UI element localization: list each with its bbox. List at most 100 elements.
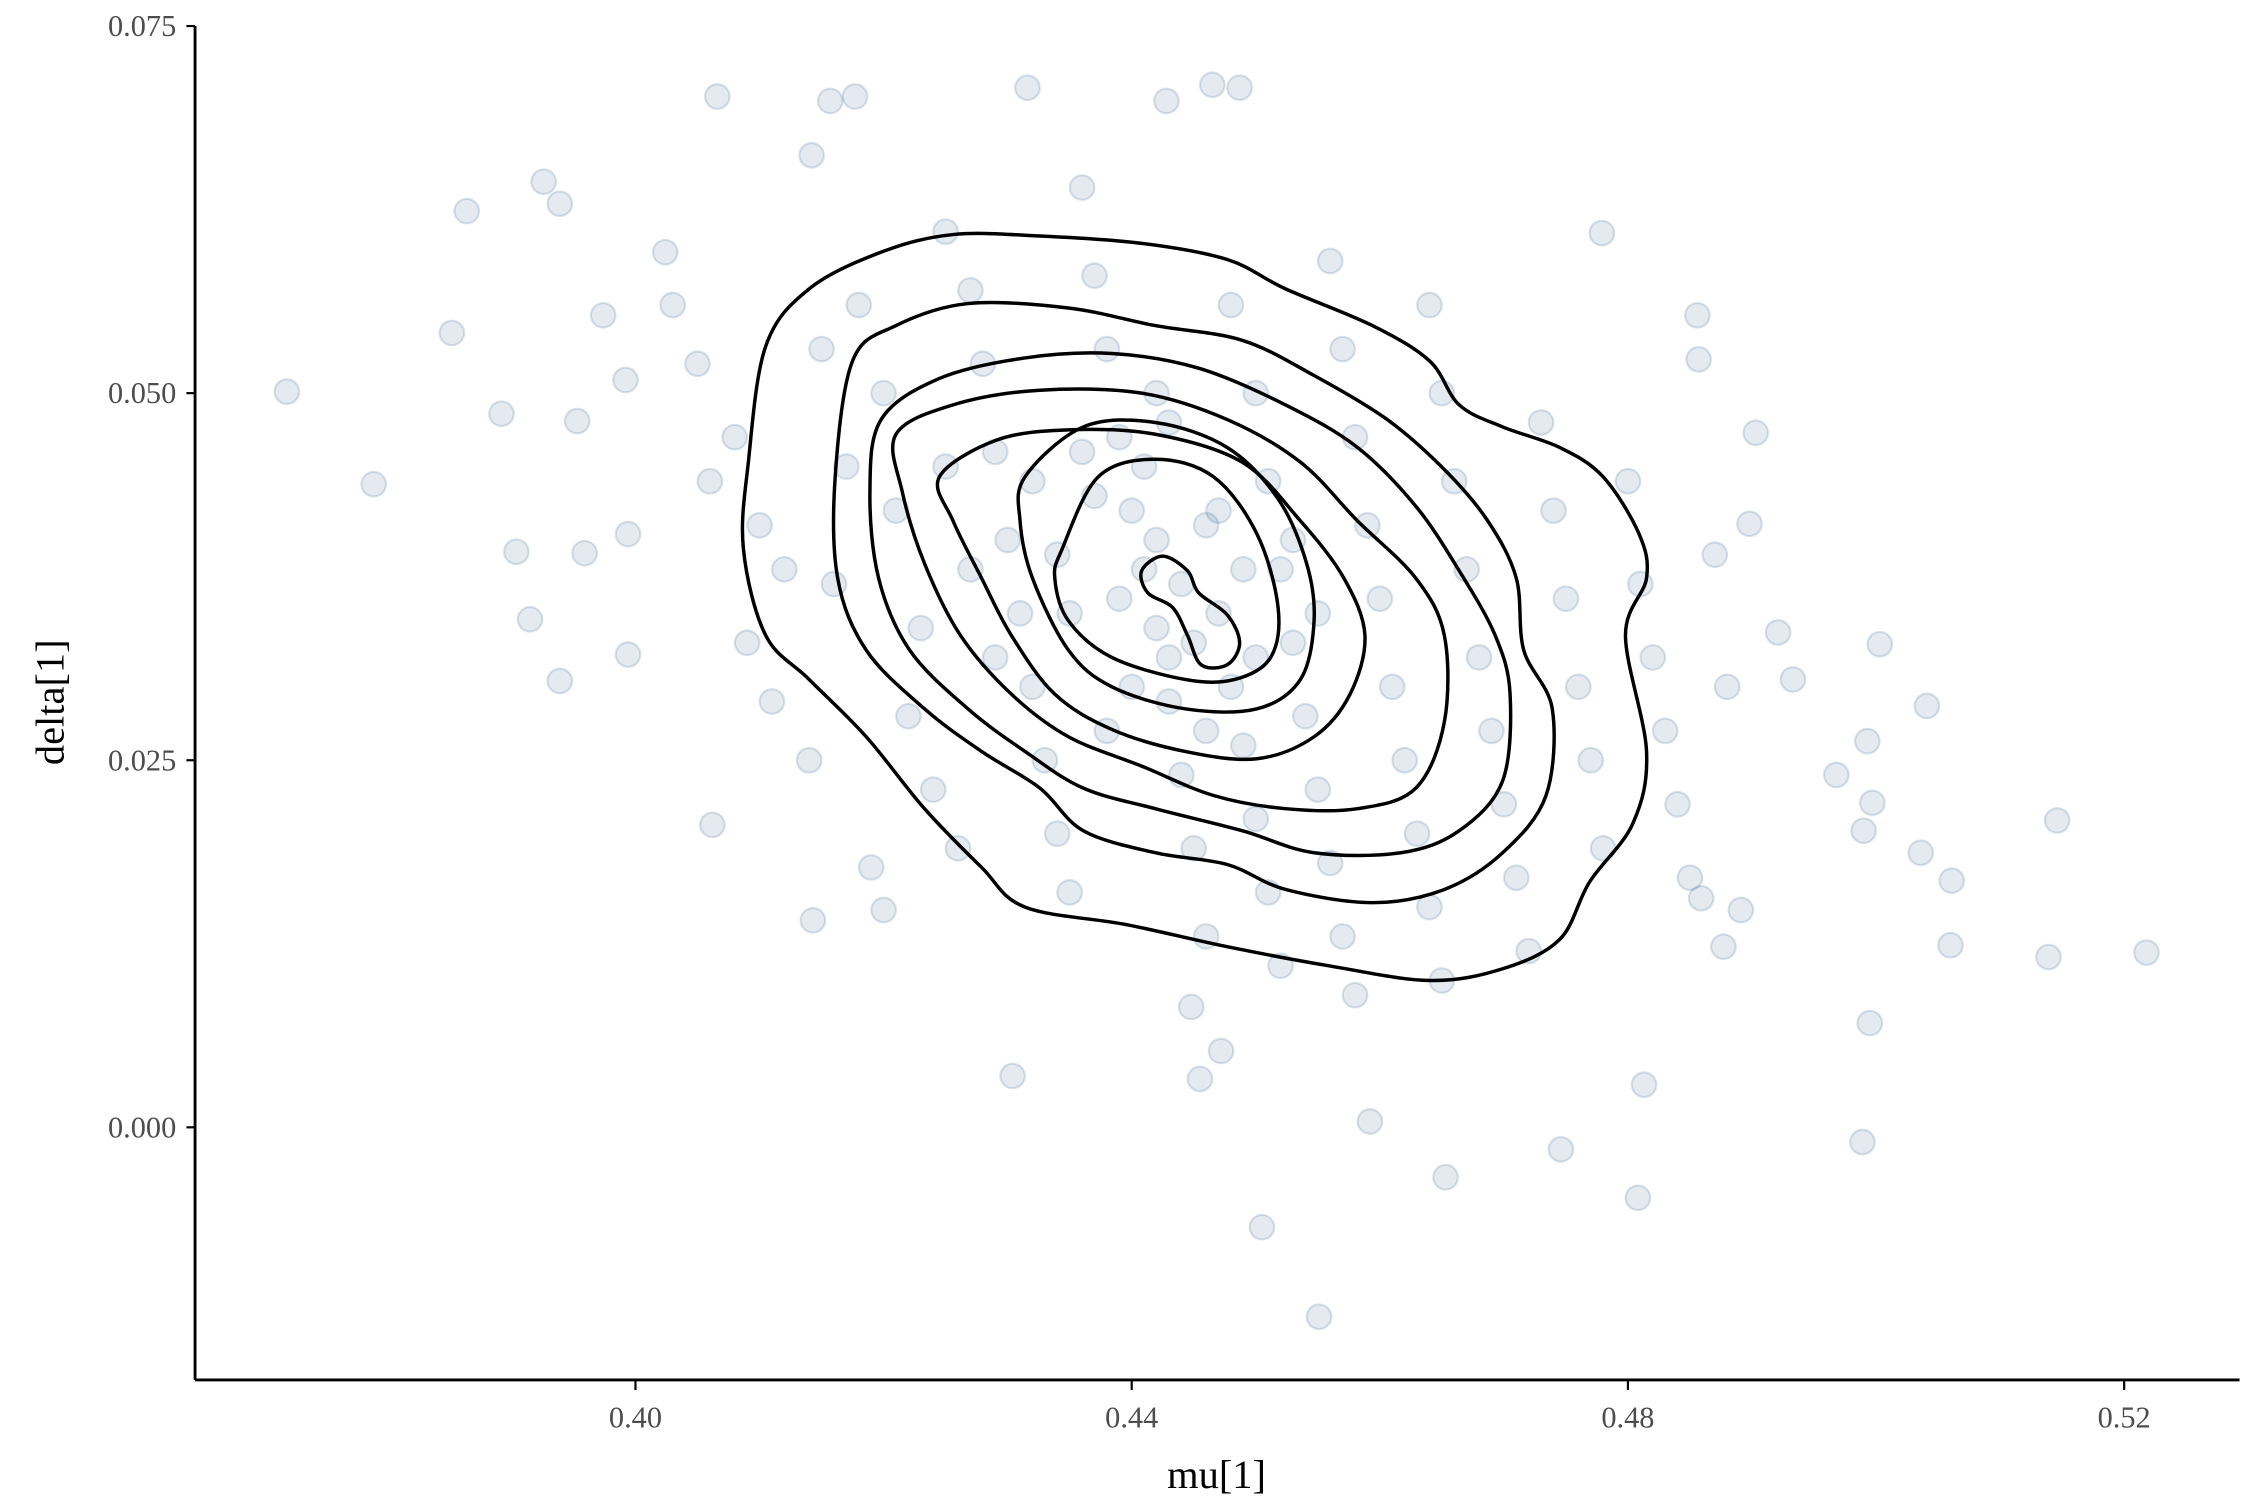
data-point bbox=[1478, 717, 1505, 745]
data-point bbox=[932, 218, 959, 245]
data-point bbox=[1093, 335, 1121, 363]
data-point bbox=[1207, 1037, 1235, 1065]
data-point bbox=[453, 197, 481, 225]
data-point bbox=[516, 605, 544, 633]
data-point bbox=[1329, 923, 1356, 950]
y-tick-label: 0.050 bbox=[108, 376, 176, 410]
data-point bbox=[1687, 884, 1715, 912]
data-point bbox=[546, 190, 574, 218]
data-point bbox=[870, 896, 897, 924]
data-point bbox=[1186, 1065, 1214, 1093]
data-point bbox=[1081, 262, 1108, 290]
data-point bbox=[1913, 692, 1941, 720]
data-point bbox=[1937, 931, 1964, 959]
data-point bbox=[1589, 834, 1617, 862]
data-point bbox=[808, 335, 835, 363]
data-point bbox=[360, 470, 388, 498]
data-point bbox=[1356, 1108, 1384, 1135]
data-point bbox=[1630, 1071, 1658, 1099]
data-point bbox=[1727, 896, 1755, 924]
data-point bbox=[488, 400, 515, 428]
data-point bbox=[919, 776, 947, 803]
data-point bbox=[1540, 497, 1567, 524]
data-point bbox=[612, 366, 639, 394]
data-point bbox=[1192, 511, 1220, 539]
data-point bbox=[1378, 673, 1406, 701]
data-point bbox=[1304, 600, 1332, 627]
data-point bbox=[1153, 87, 1180, 115]
data-point bbox=[1292, 702, 1319, 730]
data-point bbox=[799, 906, 827, 934]
contour-line-7 bbox=[1052, 457, 1281, 684]
data-point bbox=[1779, 666, 1807, 693]
data-point bbox=[1907, 839, 1935, 867]
data-point bbox=[1056, 879, 1084, 906]
data-point bbox=[1502, 864, 1530, 892]
data-point bbox=[758, 688, 786, 715]
data-point bbox=[1664, 790, 1691, 818]
data-point bbox=[1014, 74, 1041, 102]
data-point bbox=[703, 83, 731, 110]
data-point bbox=[870, 379, 897, 407]
data-point bbox=[981, 644, 1009, 671]
data-point bbox=[1143, 614, 1170, 642]
x-tick-label: 0.40 bbox=[609, 1401, 662, 1435]
data-point bbox=[589, 301, 617, 329]
data-point bbox=[1242, 805, 1270, 833]
data-point bbox=[1118, 497, 1146, 524]
data-point bbox=[1316, 849, 1344, 877]
x-tick-label: 0.44 bbox=[1105, 1401, 1158, 1435]
data-point bbox=[614, 641, 642, 668]
data-point bbox=[651, 238, 679, 266]
data-point bbox=[1205, 600, 1232, 627]
y-tick-label: 0.075 bbox=[108, 9, 176, 43]
data-point bbox=[2043, 807, 2071, 834]
data-point bbox=[2133, 939, 2160, 966]
data-point bbox=[1736, 510, 1763, 538]
data-point bbox=[696, 467, 724, 495]
y-ticks: 0.000 0.025 0.050 0.075 bbox=[108, 9, 196, 1144]
data-point bbox=[1547, 1135, 1575, 1163]
data-point bbox=[1850, 817, 1878, 845]
data-point bbox=[833, 453, 860, 480]
data-point bbox=[1713, 673, 1741, 701]
data-point bbox=[733, 629, 761, 657]
x-axis-title: mu[1] bbox=[1167, 1452, 1266, 1497]
data-point bbox=[1432, 1163, 1459, 1191]
data-point bbox=[1226, 74, 1254, 102]
data-point bbox=[932, 453, 959, 480]
data-point bbox=[1279, 629, 1307, 657]
data-point bbox=[1267, 555, 1294, 583]
data-point bbox=[1105, 585, 1133, 613]
data-point bbox=[1329, 335, 1356, 363]
data-point bbox=[816, 87, 844, 115]
data-point bbox=[563, 407, 591, 435]
contour-line-1 bbox=[740, 231, 1650, 983]
data-point bbox=[2035, 943, 2062, 971]
data-point bbox=[1192, 717, 1220, 745]
y-tick-label: 0.025 bbox=[108, 743, 176, 777]
contour-layer bbox=[740, 231, 1650, 983]
data-point bbox=[1614, 467, 1642, 495]
data-point bbox=[1304, 776, 1332, 803]
data-point bbox=[1403, 820, 1431, 848]
data-point bbox=[1577, 746, 1605, 774]
data-point bbox=[1624, 1184, 1652, 1212]
x-ticks: 0.40 0.44 0.48 0.52 bbox=[609, 1379, 2151, 1435]
data-point bbox=[1416, 291, 1443, 319]
x-tick-label: 0.48 bbox=[1601, 1401, 1654, 1435]
contour-line-5 bbox=[935, 427, 1367, 762]
data-point bbox=[1685, 346, 1713, 373]
data-point bbox=[1588, 219, 1616, 247]
data-point bbox=[957, 555, 984, 583]
data-point bbox=[1006, 600, 1034, 627]
data-point bbox=[1858, 789, 1886, 817]
data-point bbox=[546, 667, 574, 695]
data-point bbox=[1764, 619, 1792, 646]
data-point bbox=[1068, 438, 1096, 466]
data-point bbox=[1938, 867, 1966, 895]
data-point bbox=[1564, 673, 1592, 701]
data-point bbox=[841, 83, 869, 110]
data-point bbox=[770, 555, 798, 583]
